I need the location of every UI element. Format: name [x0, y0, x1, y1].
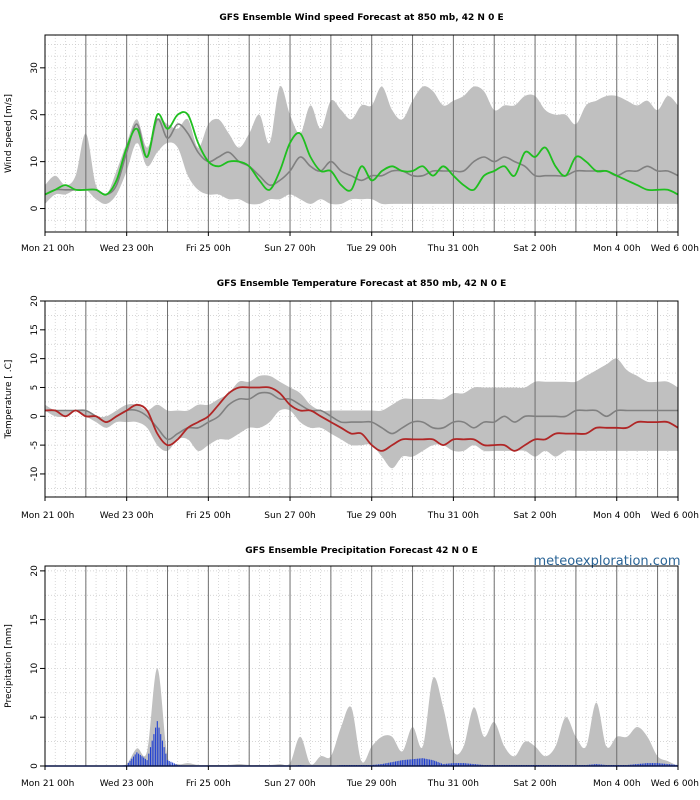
x-tick-label: Wed 23 00h	[100, 244, 154, 254]
grid	[44, 566, 679, 767]
plot-frame	[44, 300, 679, 498]
y-tick-label: 10	[30, 353, 40, 365]
x-tick-label: Mon 4 00h	[593, 244, 641, 254]
y-tick-label: 5	[30, 385, 40, 391]
y-axis-label: Precipitation [mm]	[4, 624, 14, 708]
y-tick-label: 10	[30, 156, 40, 168]
x-tick-label: Fri 25 00h	[186, 244, 231, 254]
panel-title: GFS Ensemble Precipitation Forecast 42 N…	[245, 546, 477, 556]
y-tick-label: 20	[30, 295, 40, 307]
panel-title: GFS Ensemble Wind speed Forecast at 850 …	[219, 13, 503, 23]
y-tick-label: 0	[30, 413, 40, 419]
x-tick-label: Mon 21 00h	[21, 779, 74, 789]
y-tick-label: 0	[30, 205, 40, 211]
y-tick-label: 30	[30, 62, 40, 74]
x-tick-label: Wed 6 00h	[651, 244, 699, 254]
x-tick-label: Mon 4 00h	[593, 779, 641, 789]
x-tick-label: Mon 4 00h	[593, 511, 641, 521]
ensemble-mean-line	[45, 391, 678, 441]
x-tick-label: Tue 29 00h	[346, 511, 397, 521]
x-tick-label: Fri 25 00h	[186, 511, 231, 521]
y-axis-label: Wind speed [m/s]	[4, 94, 14, 173]
y-tick-label: -5	[30, 441, 40, 450]
y-tick-label: 10	[30, 662, 40, 674]
precipitation-panel: GFS Ensemble Precipitation Forecast 42 N…	[4, 546, 699, 789]
plot-frame	[44, 565, 679, 767]
y-tick-label: 20	[30, 109, 40, 121]
x-tick-label: Sun 27 00h	[264, 779, 315, 789]
x-tick-label: Sat 2 00h	[513, 779, 556, 789]
x-tick-label: Tue 29 00h	[346, 779, 397, 789]
plot-frame	[44, 34, 679, 233]
x-tick-label: Wed 23 00h	[100, 511, 154, 521]
y-tick-label: 15	[30, 614, 40, 625]
control-run-line	[44, 386, 679, 452]
x-tick-label: Sat 2 00h	[513, 244, 556, 254]
site-watermark[interactable]: meteoexploration.com	[533, 554, 680, 569]
y-tick-label: -10	[30, 466, 40, 481]
x-tick-label: Sun 27 00h	[264, 244, 315, 254]
ensemble-spread-band	[45, 86, 678, 205]
ensemble-spread-band	[45, 668, 678, 767]
y-tick-label: 5	[30, 714, 40, 720]
x-tick-label: Fri 25 00h	[186, 779, 231, 789]
x-tick-label: Thu 31 00h	[427, 779, 479, 789]
ensemble-spread-band	[45, 358, 678, 469]
panel-title: GFS Ensemble Temperature Forecast at 850…	[217, 279, 507, 289]
x-tick-label: Thu 31 00h	[427, 511, 479, 521]
x-tick-label: Wed 23 00h	[100, 779, 154, 789]
x-tick-label: Mon 21 00h	[21, 244, 74, 254]
x-tick-label: Sat 2 00h	[513, 511, 556, 521]
x-tick-label: Thu 31 00h	[427, 244, 479, 254]
y-tick-label: 0	[30, 763, 40, 769]
x-tick-label: Tue 29 00h	[346, 244, 397, 254]
wind-speed-panel: GFS Ensemble Wind speed Forecast at 850 …	[4, 13, 699, 254]
x-tick-label: Wed 6 00h	[651, 779, 699, 789]
temperature-panel: GFS Ensemble Temperature Forecast at 850…	[4, 279, 699, 521]
control-run-line	[44, 111, 679, 196]
y-tick-label: 15	[30, 324, 40, 335]
y-axis-label: Temperature [ .C]	[4, 360, 14, 440]
x-tick-label: Mon 21 00h	[21, 511, 74, 521]
y-tick-label: 20	[30, 565, 40, 577]
x-tick-label: Wed 6 00h	[651, 511, 699, 521]
x-tick-label: Sun 27 00h	[264, 511, 315, 521]
